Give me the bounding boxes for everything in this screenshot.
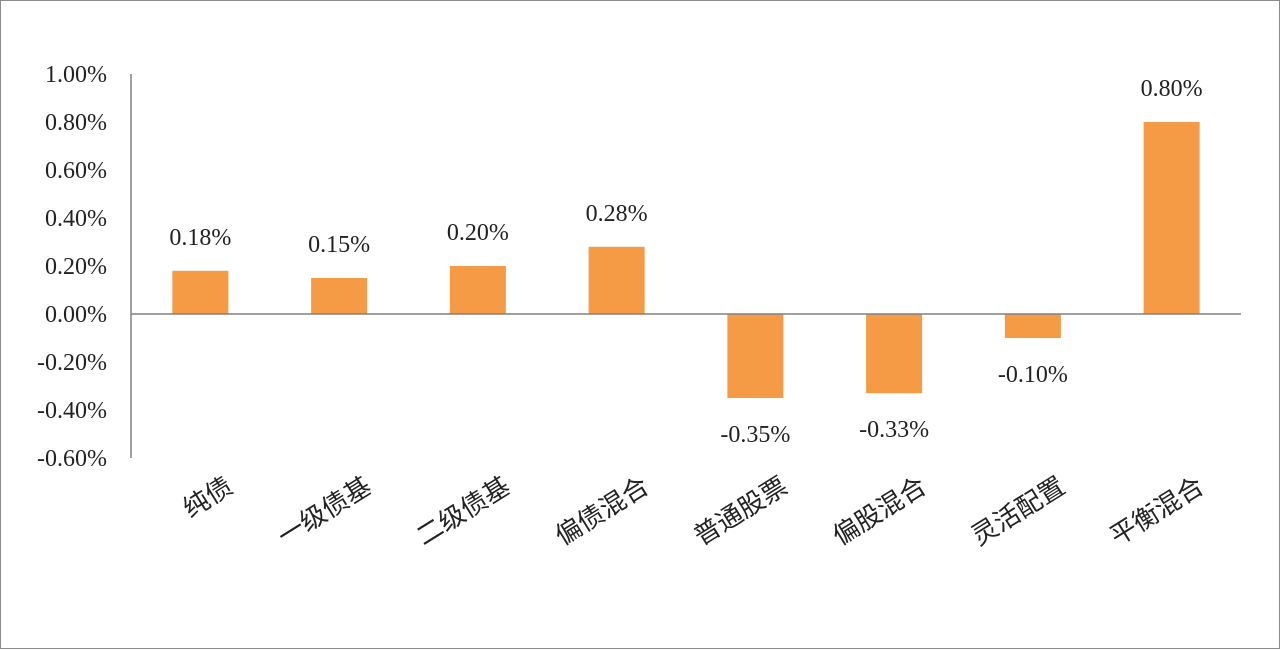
category-label: 偏股混合 xyxy=(828,471,932,552)
y-tick-label: 0.20% xyxy=(45,254,107,280)
y-tick-label: -0.40% xyxy=(37,398,107,424)
bars xyxy=(172,122,1200,398)
data-label: -0.10% xyxy=(998,362,1068,388)
y-tick-label: 0.80% xyxy=(45,110,107,136)
x-axis-category-labels: 纯债 一级债基 二级债基 偏债混合 普通股票 偏股混合 灵活配置 平衡混合 xyxy=(178,471,1209,552)
data-label: 0.15% xyxy=(308,232,370,258)
bar xyxy=(1143,122,1200,314)
bar xyxy=(588,246,645,314)
data-label: 0.80% xyxy=(1141,76,1203,102)
y-tick-label: -0.20% xyxy=(37,350,107,376)
bar xyxy=(172,270,229,314)
data-label: -0.35% xyxy=(720,422,790,448)
y-tick-label: 0.60% xyxy=(45,158,107,184)
category-label: 一级债基 xyxy=(273,471,377,552)
bar xyxy=(727,314,784,398)
bar xyxy=(449,266,506,314)
bar xyxy=(1004,314,1061,338)
axes xyxy=(130,74,1241,458)
category-label: 偏债混合 xyxy=(550,471,654,552)
bar xyxy=(311,278,368,314)
category-label: 灵活配置 xyxy=(966,471,1070,552)
y-tick-label: -0.60% xyxy=(37,446,107,472)
bar xyxy=(866,314,923,394)
data-label: 0.28% xyxy=(586,201,648,227)
data-label: 0.20% xyxy=(447,220,509,246)
y-axis-tick-labels: 1.00% 0.80% 0.60% 0.40% 0.20% 0.00% -0.20% -0.4… xyxy=(37,62,107,472)
data-labels: 0.18% 0.15% 0.20% 0.28% -0.35% -0.33% -0.10% 0.… xyxy=(169,76,1202,448)
category-label: 二级债基 xyxy=(411,471,515,552)
data-label: -0.33% xyxy=(859,417,929,443)
y-tick-label: 0.40% xyxy=(45,206,107,232)
category-label: 普通股票 xyxy=(689,471,793,552)
data-label: 0.18% xyxy=(169,225,231,251)
y-tick-label: 1.00% xyxy=(45,62,107,88)
y-tick-label: 0.00% xyxy=(45,302,107,328)
category-label: 纯债 xyxy=(178,471,238,524)
category-label: 平衡混合 xyxy=(1105,471,1209,552)
